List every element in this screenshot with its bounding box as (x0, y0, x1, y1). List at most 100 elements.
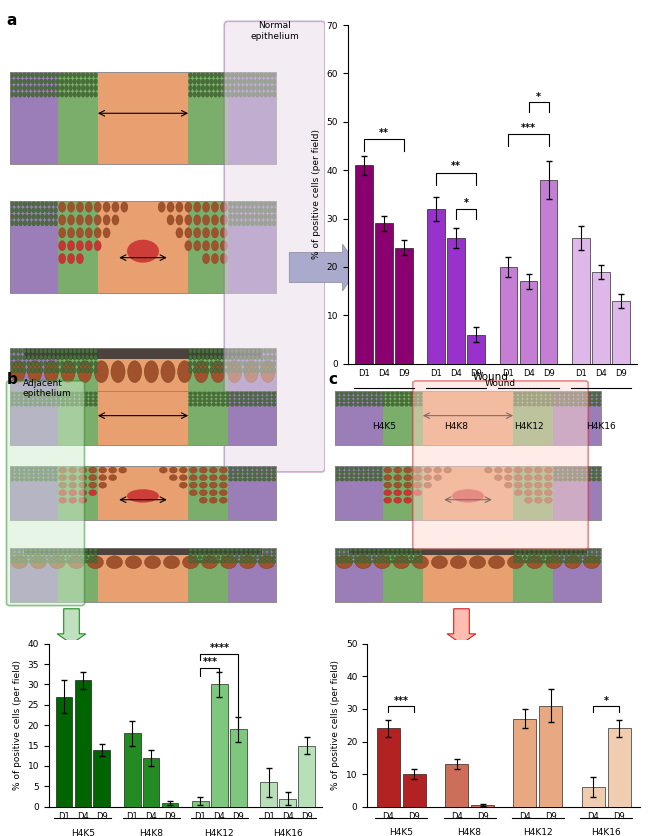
Ellipse shape (81, 349, 84, 354)
Ellipse shape (69, 349, 72, 354)
Ellipse shape (219, 475, 227, 481)
Ellipse shape (584, 556, 600, 568)
Ellipse shape (103, 227, 110, 238)
Ellipse shape (272, 395, 276, 399)
Ellipse shape (344, 395, 348, 399)
Ellipse shape (340, 478, 344, 481)
Ellipse shape (525, 490, 532, 496)
Ellipse shape (272, 349, 276, 354)
Ellipse shape (532, 392, 536, 395)
Ellipse shape (10, 349, 14, 354)
Ellipse shape (14, 221, 18, 226)
Ellipse shape (52, 553, 56, 555)
Ellipse shape (207, 556, 211, 559)
Ellipse shape (264, 85, 268, 91)
Ellipse shape (582, 471, 586, 473)
Ellipse shape (203, 553, 207, 555)
Ellipse shape (340, 395, 344, 399)
Ellipse shape (81, 79, 84, 84)
Ellipse shape (452, 489, 484, 502)
Ellipse shape (528, 403, 532, 406)
Text: H4K16: H4K16 (586, 421, 616, 431)
Ellipse shape (424, 467, 432, 473)
Ellipse shape (395, 400, 399, 402)
Ellipse shape (569, 392, 573, 395)
Ellipse shape (57, 392, 60, 395)
Ellipse shape (94, 79, 98, 84)
Ellipse shape (247, 361, 251, 367)
Ellipse shape (242, 214, 246, 220)
Ellipse shape (52, 560, 56, 563)
Ellipse shape (514, 467, 523, 473)
Ellipse shape (70, 560, 74, 563)
Ellipse shape (267, 471, 271, 473)
Ellipse shape (372, 556, 376, 559)
Ellipse shape (545, 556, 562, 568)
Ellipse shape (33, 395, 37, 399)
Ellipse shape (90, 73, 93, 78)
Ellipse shape (207, 403, 211, 406)
Ellipse shape (235, 79, 239, 84)
Bar (10, 391, 276, 446)
Ellipse shape (226, 400, 229, 402)
Ellipse shape (42, 403, 46, 406)
Bar (10, 466, 276, 520)
Ellipse shape (44, 361, 58, 383)
Ellipse shape (14, 79, 18, 84)
FancyBboxPatch shape (413, 381, 588, 549)
Ellipse shape (77, 368, 81, 373)
Ellipse shape (212, 553, 216, 555)
Ellipse shape (214, 92, 217, 97)
Ellipse shape (15, 548, 19, 552)
Ellipse shape (103, 215, 110, 225)
Ellipse shape (262, 474, 266, 477)
Ellipse shape (272, 548, 276, 552)
Ellipse shape (514, 560, 517, 563)
Ellipse shape (52, 392, 56, 395)
Ellipse shape (52, 349, 55, 354)
Ellipse shape (268, 368, 272, 373)
Ellipse shape (578, 556, 582, 559)
Ellipse shape (69, 85, 72, 91)
Ellipse shape (169, 467, 177, 473)
Ellipse shape (94, 73, 98, 78)
Ellipse shape (218, 73, 222, 78)
Ellipse shape (49, 207, 53, 213)
Ellipse shape (237, 214, 241, 220)
Ellipse shape (207, 560, 211, 563)
Ellipse shape (544, 475, 552, 481)
Ellipse shape (272, 403, 276, 406)
Ellipse shape (68, 202, 75, 212)
Ellipse shape (77, 85, 81, 91)
Ellipse shape (207, 548, 211, 552)
Ellipse shape (258, 400, 262, 402)
Ellipse shape (249, 553, 253, 555)
Ellipse shape (254, 400, 257, 402)
Ellipse shape (44, 73, 47, 78)
Ellipse shape (23, 368, 26, 373)
Ellipse shape (230, 560, 234, 563)
Ellipse shape (40, 201, 44, 206)
Ellipse shape (247, 354, 251, 360)
Ellipse shape (272, 368, 276, 373)
Ellipse shape (207, 553, 211, 555)
Ellipse shape (564, 474, 567, 477)
Ellipse shape (237, 221, 241, 226)
Text: *: * (463, 198, 469, 208)
Ellipse shape (469, 556, 486, 568)
Ellipse shape (263, 553, 266, 555)
Ellipse shape (554, 478, 558, 481)
Ellipse shape (254, 395, 257, 399)
Ellipse shape (514, 400, 517, 402)
Ellipse shape (38, 400, 42, 402)
Ellipse shape (209, 73, 213, 78)
Ellipse shape (221, 403, 225, 406)
Ellipse shape (209, 467, 217, 473)
Ellipse shape (528, 556, 532, 559)
Ellipse shape (200, 490, 207, 496)
Ellipse shape (377, 556, 381, 559)
Ellipse shape (18, 361, 22, 367)
Ellipse shape (358, 548, 362, 552)
Ellipse shape (508, 556, 524, 568)
Ellipse shape (569, 548, 573, 552)
